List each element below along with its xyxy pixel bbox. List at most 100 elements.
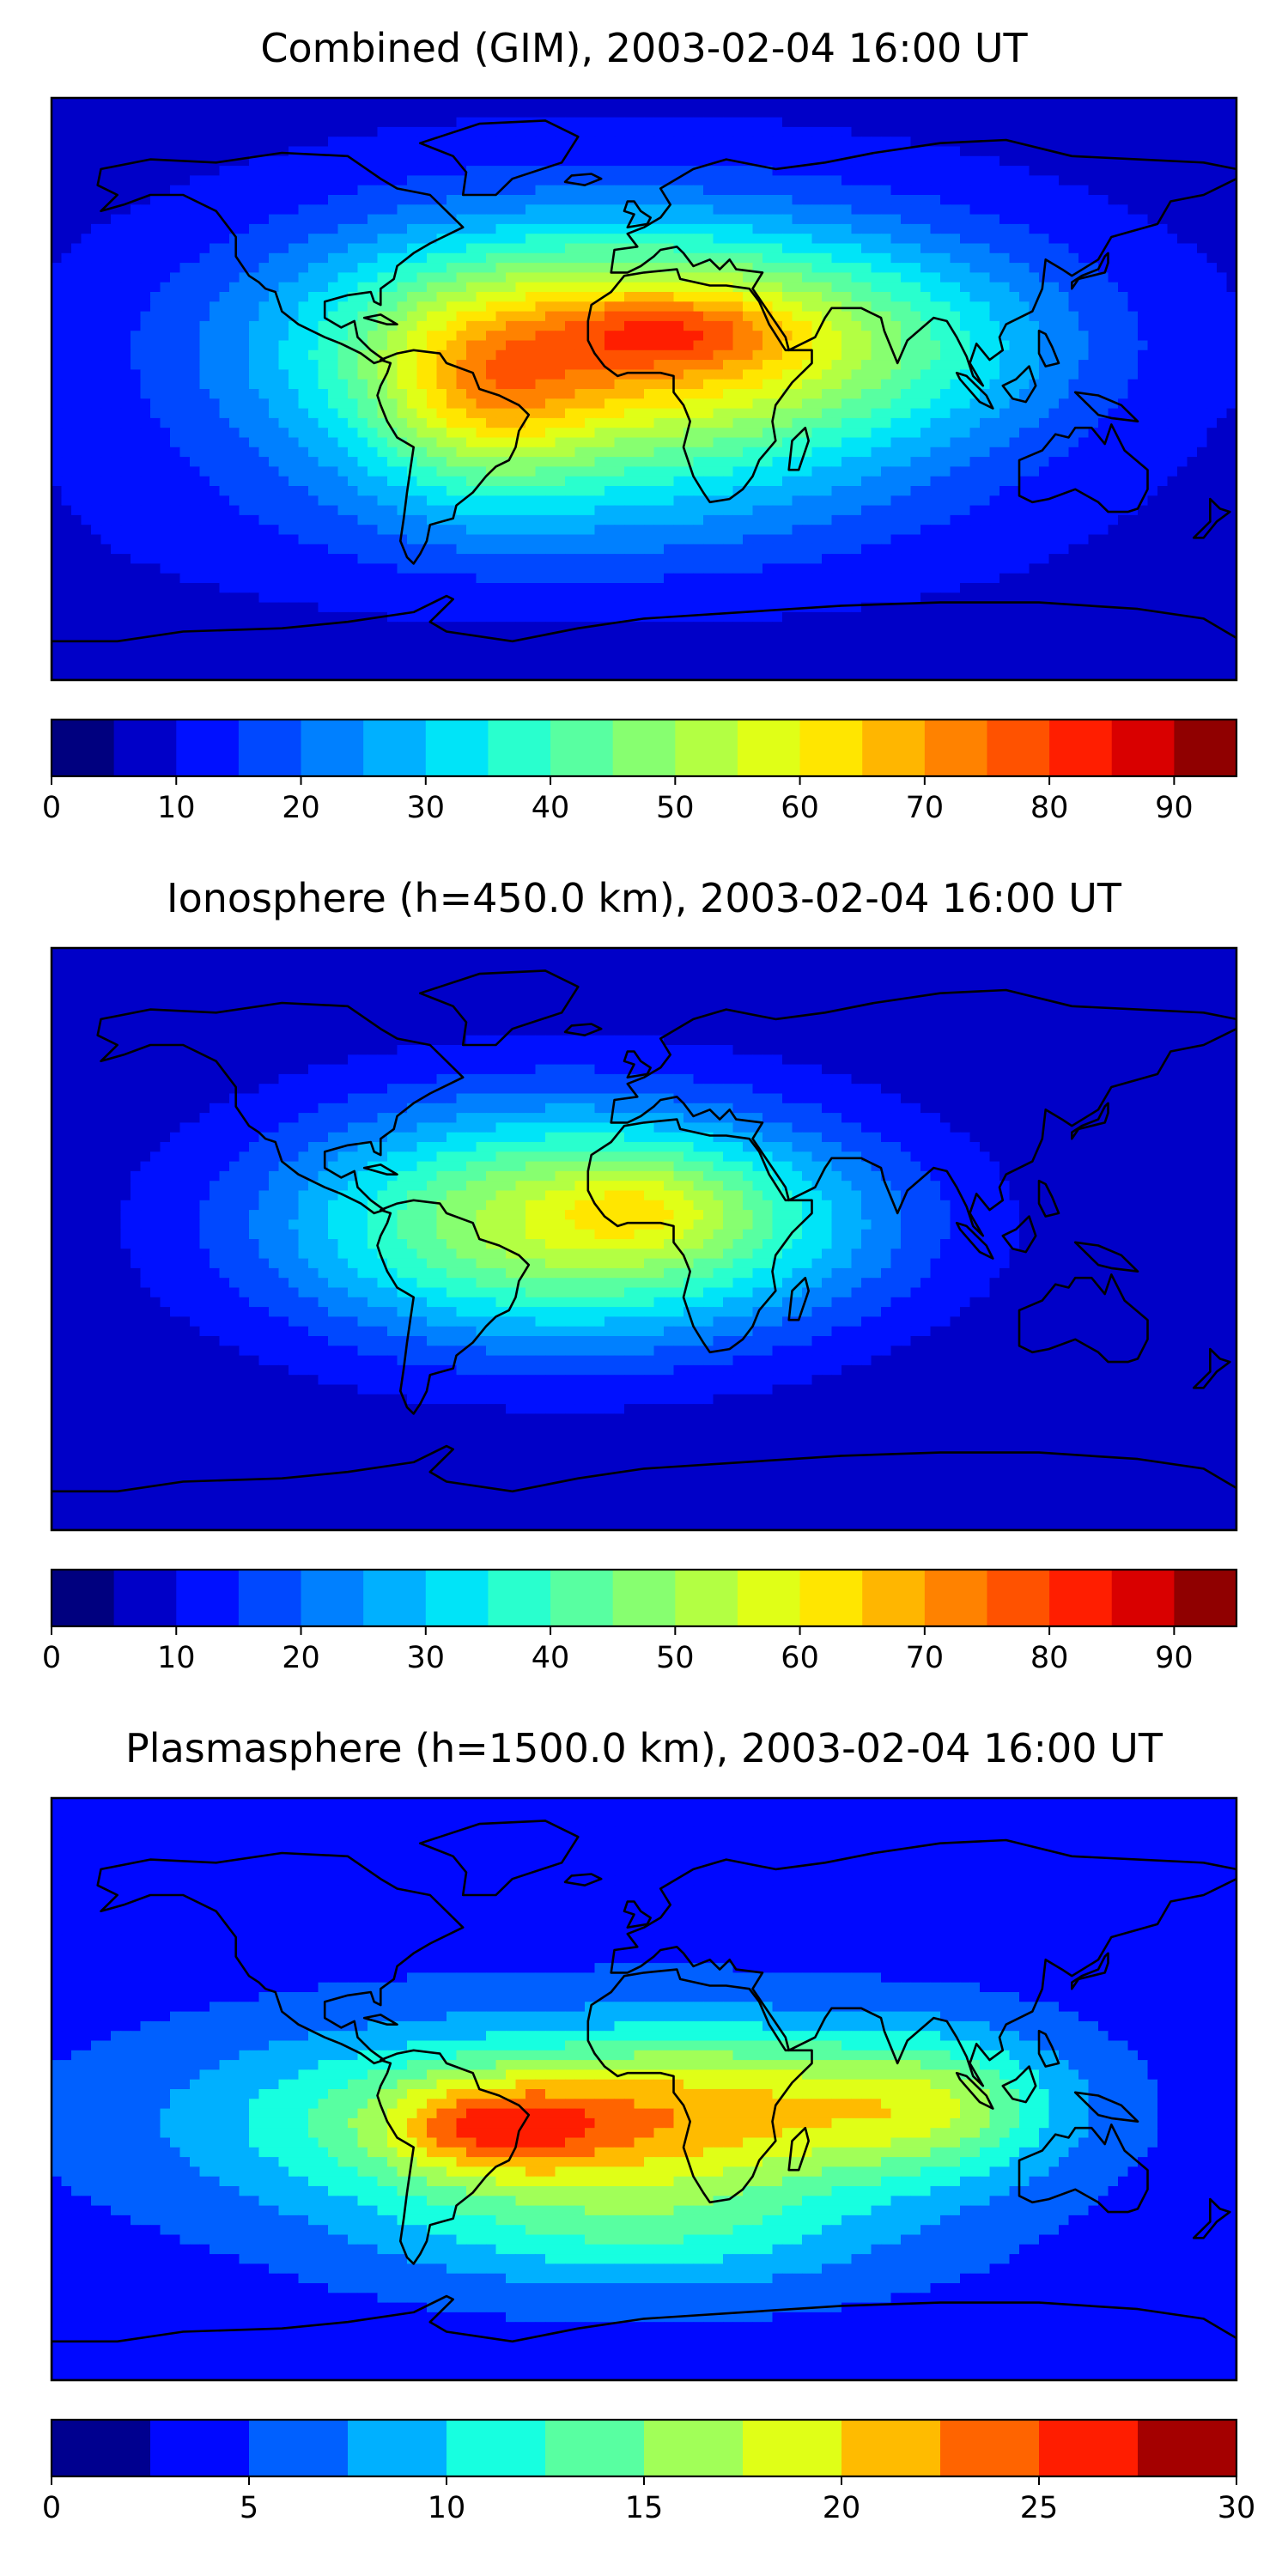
heat-cell xyxy=(871,398,882,410)
heat-cell xyxy=(495,349,507,361)
heat-cell xyxy=(1029,175,1040,186)
heat-cell xyxy=(269,166,280,176)
heat-cell xyxy=(980,107,991,118)
heat-cell xyxy=(614,349,625,361)
heat-cell xyxy=(328,457,339,467)
heat-cell xyxy=(298,243,309,254)
heat-cell xyxy=(822,486,833,496)
heat-cell xyxy=(1088,263,1099,273)
heat-cell xyxy=(318,292,329,302)
heat-cell xyxy=(515,331,526,342)
heat-cell xyxy=(1088,340,1099,351)
heat-cell xyxy=(289,331,300,342)
heat-cell xyxy=(841,252,853,264)
heat-cell xyxy=(210,166,221,176)
heat-cell xyxy=(407,428,418,439)
heat-cell xyxy=(436,166,447,176)
heat-cell xyxy=(683,398,695,410)
heat-cell xyxy=(190,466,201,477)
heat-cell xyxy=(486,214,497,225)
heat-cell xyxy=(495,466,507,477)
heat-cell xyxy=(535,272,546,283)
heat-cell xyxy=(664,263,675,273)
heat-cell xyxy=(565,263,576,273)
heat-cell xyxy=(170,234,181,245)
heat-cell xyxy=(219,117,230,128)
heat-cell xyxy=(526,340,537,351)
heat-cell xyxy=(782,292,793,302)
heat-cell xyxy=(802,292,813,302)
heat-cell xyxy=(447,252,458,264)
heat-cell xyxy=(1118,360,1129,370)
heat-cell xyxy=(328,146,339,157)
heat-cell xyxy=(703,320,714,331)
heat-cell xyxy=(160,466,171,477)
heat-cell xyxy=(466,360,477,370)
heat-cell xyxy=(743,126,754,137)
heat-cell xyxy=(920,466,932,477)
heat-cell xyxy=(357,214,368,225)
heat-cell xyxy=(357,486,368,496)
heat-cell xyxy=(456,117,467,128)
heat-cell xyxy=(1088,126,1099,137)
heat-cell xyxy=(930,331,941,342)
heat-cell xyxy=(792,417,803,428)
heat-cell xyxy=(861,292,872,302)
heat-cell xyxy=(1118,117,1129,128)
heat-cell xyxy=(1177,428,1188,439)
heat-cell xyxy=(585,107,596,118)
heat-cell xyxy=(901,428,912,439)
heat-cell xyxy=(969,98,981,108)
heat-cell xyxy=(456,301,467,313)
heat-cell xyxy=(881,185,892,196)
heat-cell xyxy=(298,214,309,225)
heat-cell xyxy=(308,98,319,108)
heat-cell xyxy=(52,340,63,351)
heat-cell xyxy=(841,263,853,273)
heat-cell xyxy=(890,408,902,419)
heat-cell xyxy=(170,117,181,128)
heat-cell xyxy=(723,486,734,496)
heat-cell xyxy=(1217,331,1228,342)
heat-cell xyxy=(653,223,665,234)
heat-cell xyxy=(81,185,92,196)
heat-cell xyxy=(910,243,921,254)
heat-cell xyxy=(822,379,833,390)
heat-cell xyxy=(427,137,438,148)
heat-cell xyxy=(1078,98,1090,108)
heat-cell xyxy=(179,360,191,370)
heat-cell xyxy=(308,389,319,399)
heat-cell xyxy=(1157,263,1169,273)
heat-cell xyxy=(495,234,507,245)
heat-cell xyxy=(535,417,546,428)
heat-cell xyxy=(723,185,734,196)
heat-cell xyxy=(664,417,675,428)
heat-cell xyxy=(851,331,862,342)
heat-cell xyxy=(416,369,428,380)
heat-cell xyxy=(407,476,418,487)
heat-cell xyxy=(456,146,467,157)
heat-cell xyxy=(170,263,181,273)
heat-cell xyxy=(732,331,744,342)
heat-cell xyxy=(456,166,467,176)
heat-cell xyxy=(1226,437,1236,448)
heat-cell xyxy=(851,466,862,477)
heat-cell xyxy=(614,204,625,216)
heat-cell xyxy=(436,282,447,293)
heat-cell xyxy=(278,398,289,410)
heat-cell xyxy=(91,331,102,342)
heat-cell xyxy=(249,331,260,342)
heat-cell xyxy=(644,379,655,390)
heat-cell xyxy=(140,263,151,273)
heat-cell xyxy=(851,185,862,196)
heat-cell xyxy=(822,320,833,331)
heat-cell xyxy=(91,311,102,322)
heat-cell xyxy=(397,292,408,302)
heat-cell xyxy=(693,146,704,157)
heat-cell xyxy=(732,457,744,467)
heat-cell xyxy=(150,447,161,458)
heat-cell xyxy=(940,428,951,439)
heat-cell xyxy=(1206,437,1218,448)
heat-cell xyxy=(1226,331,1236,342)
heat-cell xyxy=(782,263,793,273)
